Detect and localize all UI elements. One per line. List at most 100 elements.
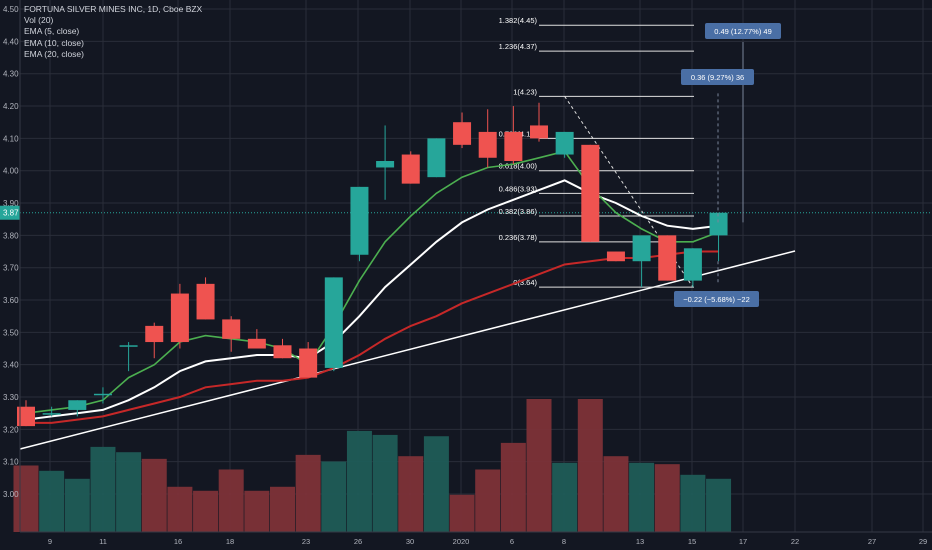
time-tick-label: 22 <box>791 537 799 546</box>
measure-tool-labels: 0.49 (12.77%) 49 0.36 (9.27%) 36 −0.22 (−5… <box>674 23 781 307</box>
price-tick-label: 4.30 <box>3 70 19 79</box>
price-tick-label: 4.40 <box>3 37 19 46</box>
volume-bar <box>449 494 475 532</box>
time-tick-label: 26 <box>354 537 362 546</box>
current-price-label: 3.87 <box>3 209 19 218</box>
time-tick-label: 18 <box>226 537 234 546</box>
volume-bar <box>346 430 372 532</box>
price-tick-label: 4.20 <box>3 102 19 111</box>
price-tick-label: 3.10 <box>3 458 19 467</box>
time-tick-label: 9 <box>48 537 52 546</box>
volume-bar <box>372 434 398 532</box>
candle-body <box>683 248 702 281</box>
support-trendline <box>19 250 796 450</box>
fib-level-label: 0(3.64) <box>513 278 537 287</box>
chart-grid <box>20 0 932 532</box>
volume-bar <box>167 486 193 532</box>
volume-bar <box>552 462 578 532</box>
price-tick-label: 3.50 <box>3 328 19 337</box>
price-tick-label: 3.40 <box>3 361 19 370</box>
fib-level-label: 1(4.23) <box>513 87 537 96</box>
indicator-vol[interactable]: Vol (20) <box>24 15 54 26</box>
candle-body <box>170 293 189 343</box>
volume-bar <box>398 456 424 532</box>
volume-bar <box>680 474 706 532</box>
current-price-badge <box>0 205 20 220</box>
candle-body <box>42 413 61 415</box>
volume-bar <box>13 465 39 532</box>
price-tick-label: 4.10 <box>3 134 19 143</box>
volume-bar <box>64 478 90 532</box>
price-tick-label: 3.20 <box>3 425 19 434</box>
candle-body <box>632 235 651 262</box>
price-tick-label: 3.90 <box>3 199 19 208</box>
time-tick-label: 29 <box>919 537 927 546</box>
indicator-ema-20[interactable]: EMA (20, close) <box>24 48 84 59</box>
candle-body <box>453 122 472 145</box>
candle-body <box>376 161 395 168</box>
candle-body <box>350 186 369 255</box>
time-tick-label: 8 <box>562 537 566 546</box>
price-axis: 4.50 4.40 4.30 4.20 4.10 4.00 3.90 3.80 3.70 3.60… <box>0 0 21 532</box>
candle-body <box>401 154 420 184</box>
volume-bar <box>603 456 629 532</box>
time-tick-label: 27 <box>868 537 876 546</box>
price-tick-label: 3.30 <box>3 393 19 402</box>
candle-body <box>119 345 138 347</box>
ema-10-line <box>25 179 719 421</box>
volume-bar <box>141 458 167 532</box>
fib-level-label: 0.236(3.78) <box>499 233 538 242</box>
indicator-ema-10[interactable]: EMA (10, close) <box>24 37 84 48</box>
time-axis: 9 11 16 18 23 26 30 2020 6 8 13 15 17 22 27 29 <box>20 531 932 546</box>
candle-body <box>581 144 600 242</box>
time-tick-label: 30 <box>406 537 414 546</box>
ema-5-line <box>25 150 719 414</box>
candle-body <box>478 131 497 158</box>
volume-bar <box>706 478 732 532</box>
volume-bar <box>116 452 142 532</box>
time-tick-label: 11 <box>99 537 107 546</box>
volume-bar <box>321 461 347 532</box>
fib-anchor-line <box>564 96 694 288</box>
measure-label-box <box>681 69 754 85</box>
candle-body <box>222 319 241 339</box>
price-tick-label: 3.70 <box>3 264 19 273</box>
measure-label-box <box>705 23 781 39</box>
volume-bar <box>39 470 65 532</box>
measure-label: 0.49 (12.77%) 49 <box>714 27 772 36</box>
volume-bar <box>218 469 244 532</box>
candle-body <box>658 235 677 281</box>
candle-body <box>555 131 574 155</box>
candle-body <box>93 393 112 396</box>
chart-legend: FORTUNA SILVER MINES INC, 1D, Cboe BZX V… <box>24 4 202 60</box>
time-tick-label: 2020 <box>453 537 470 546</box>
candle-body <box>247 338 266 349</box>
candle-body <box>145 325 164 343</box>
price-tick-label: 3.00 <box>3 490 19 499</box>
fib-level-label: 0.618(4.00) <box>499 162 538 171</box>
fibonacci-retracement: 1.382(4.45)1.236(4.37)1(4.23)0.786(4.10)… <box>499 16 694 288</box>
candle-body <box>709 212 728 236</box>
price-tick-label: 3.80 <box>3 231 19 240</box>
volume-bar <box>526 399 552 532</box>
candle-body <box>196 283 215 320</box>
candle-body <box>273 345 292 359</box>
price-tick-label: 4.50 <box>3 5 19 14</box>
symbol-title[interactable]: FORTUNA SILVER MINES INC, 1D, Cboe BZX <box>24 4 203 14</box>
volume-bar <box>577 399 603 532</box>
ema-lines <box>25 150 719 424</box>
candlesticks <box>17 102 728 427</box>
candle-body <box>427 138 446 178</box>
candle-body <box>504 131 523 162</box>
price-tick-label: 3.60 <box>3 296 19 305</box>
candle-body <box>17 406 35 427</box>
time-tick-label: 23 <box>302 537 310 546</box>
time-tick-label: 16 <box>174 537 182 546</box>
volume-bar <box>90 446 116 532</box>
volume-bar <box>654 464 680 532</box>
candle-body <box>606 251 625 262</box>
price-tick-label: 4.00 <box>3 167 19 176</box>
measure-label: 0.36 (9.27%) 36 <box>691 73 744 82</box>
indicator-ema-5[interactable]: EMA (5, close) <box>24 26 80 37</box>
